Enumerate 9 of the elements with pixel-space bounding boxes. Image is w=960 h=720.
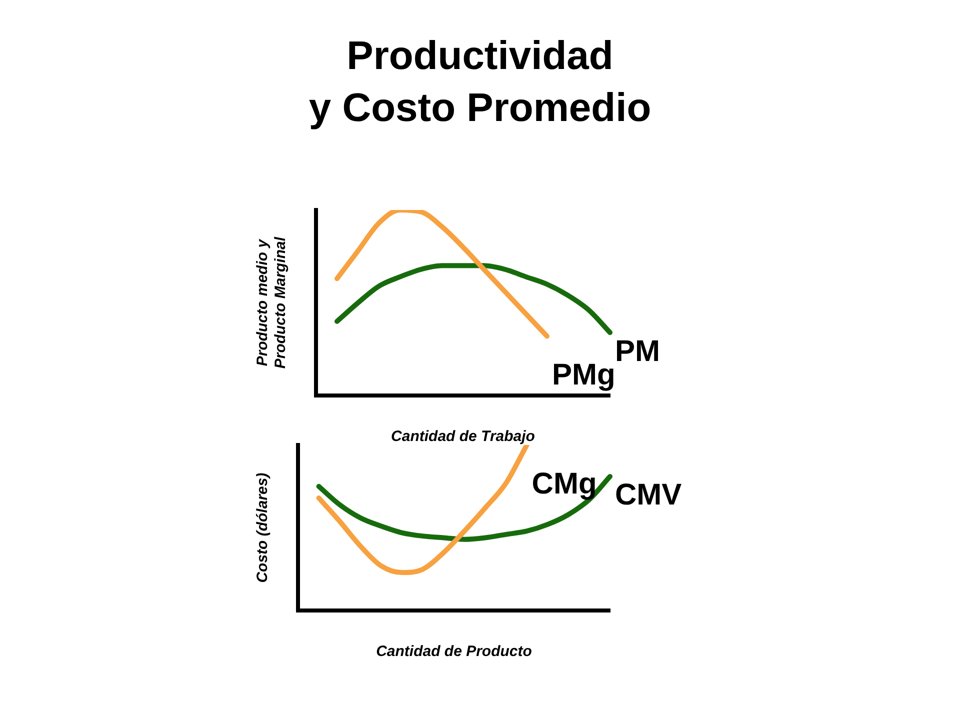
series-label: PM bbox=[615, 334, 660, 368]
x-axis-title: Cantidad de Trabajo bbox=[391, 428, 535, 446]
series-label: PMg bbox=[552, 358, 616, 392]
series-label: CMV bbox=[615, 478, 682, 512]
series-label: CMg bbox=[532, 467, 597, 500]
y-axis-title: Producto medio y Producto Marginal bbox=[254, 236, 290, 369]
chart-title: Productividad y Costo Promedio bbox=[308, 33, 652, 132]
x-axis-title: Cantidad de Producto bbox=[376, 643, 532, 660]
y-axis-title: Costo (dólares) bbox=[254, 472, 272, 583]
